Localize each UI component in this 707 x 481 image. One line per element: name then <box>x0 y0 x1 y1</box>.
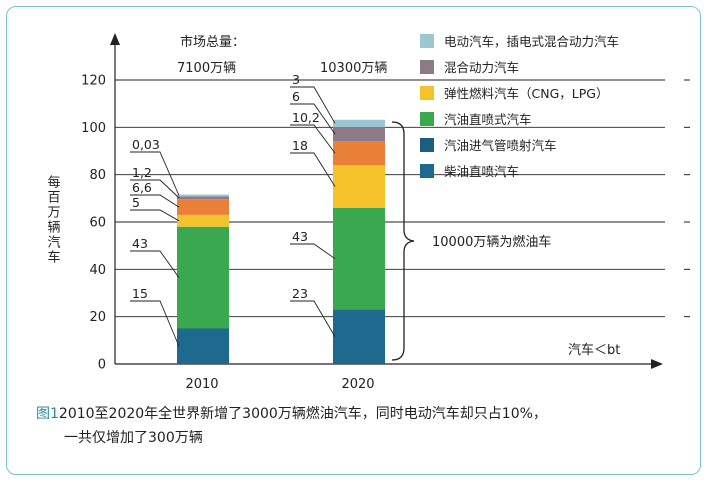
x-axis-arrow <box>651 359 663 369</box>
market-total-2010: 7100万辆 <box>177 61 236 76</box>
data-label-2020-2: 18 <box>292 138 308 153</box>
y-axis-label: 每百万辆汽车 <box>45 174 61 265</box>
figure-caption: 图12010至2020年全世界新增了3000万辆燃油汽车，同时电动汽车却只占10… <box>36 402 676 450</box>
stacked-bar-chart: 0 20 40 60 80 100 120 15 43 56,61,2 0,03 23 43 18 10,… <box>45 33 690 392</box>
leader-line <box>130 179 180 199</box>
caption-line-1: 2010至2020年全世界新增了3000万辆燃油汽车，同时电动汽车却只占10%， <box>58 406 547 422</box>
leader-line <box>130 250 180 278</box>
y-tick-label: 120 <box>81 74 106 89</box>
data-label-2020-5: 3 <box>292 72 300 87</box>
bar-segment-2020-2 <box>333 165 385 208</box>
bar-segment-2010-3 <box>177 199 229 215</box>
y-tick-label: 100 <box>81 121 106 136</box>
category-label-2020: 2020 <box>341 377 374 392</box>
data-label-2010-4: 1,2 <box>132 165 152 180</box>
legend-swatch <box>420 112 434 126</box>
data-label-2010-0: 15 <box>132 286 148 301</box>
bar-segment-2010-1 <box>177 226 229 329</box>
brace-annotation: 10000万辆为燃油车 <box>432 234 551 250</box>
bar-segment-2020-3 <box>333 141 385 166</box>
legend-label: 汽油进气管喷射汽车 <box>444 138 557 153</box>
data-label-2010-3: 6,6 <box>132 180 152 195</box>
data-label-2010-5: 0,03 <box>132 137 160 152</box>
data-label-2020-3: 10,2 <box>292 110 320 125</box>
leader-line <box>290 152 336 187</box>
leader-line <box>130 209 180 222</box>
leader-line <box>130 151 180 196</box>
y-tick-label: 80 <box>89 168 106 183</box>
market-title: 市场总量： <box>180 34 245 50</box>
market-total-2020: 10300万辆 <box>320 61 387 76</box>
bar-segment-2020-4 <box>333 126 385 142</box>
legend-label: 柴油直喷汽车 <box>444 164 519 179</box>
data-label-2020-0: 23 <box>292 286 308 301</box>
bar-segment-2010-5 <box>177 194 229 197</box>
data-label-2020-1: 43 <box>292 229 308 244</box>
figure-label: 图1 <box>36 406 59 422</box>
legend-swatch <box>420 86 434 100</box>
category-label-2010: 2010 <box>185 377 218 392</box>
legend-swatch <box>420 138 434 152</box>
legend-swatch <box>420 164 434 178</box>
leader-line <box>290 124 336 154</box>
leader-line <box>130 194 180 208</box>
legend-label: 汽油直喷式汽车 <box>444 112 532 127</box>
y-tick-label: 0 <box>98 358 106 373</box>
y-tick-label: 40 <box>89 263 106 278</box>
y-axis-arrow <box>110 33 120 45</box>
bar-segment-2020-0 <box>333 309 385 364</box>
bar-segment-2010-2 <box>177 214 229 227</box>
leader-line <box>290 86 336 124</box>
legend-label: 混合动力汽车 <box>444 60 519 75</box>
legend-label: 电动汽车，插电式混合动力汽车 <box>444 34 619 49</box>
bar-segment-2020-5 <box>333 119 385 127</box>
legend-label: 弹性燃料汽车（CNG，LPG） <box>444 86 608 101</box>
y-tick-label: 60 <box>89 216 106 231</box>
bar-segment-2010-4 <box>177 196 229 200</box>
brace-bracket <box>391 121 415 361</box>
caption-line-2: 一共仅增加了300万辆 <box>64 430 203 446</box>
data-label-2020-4: 6 <box>292 89 300 104</box>
legend-swatch <box>420 34 434 48</box>
data-label-2010-2: 5 <box>132 195 140 210</box>
leader-line <box>290 103 336 135</box>
y-tick-label: 20 <box>89 310 106 325</box>
leader-line <box>290 243 336 260</box>
bar-segment-2020-1 <box>333 207 385 310</box>
leader-line <box>290 300 336 338</box>
leader-line <box>130 300 180 347</box>
bar-segment-2010-0 <box>177 328 229 364</box>
x-axis-label: 汽车＜bt <box>568 342 620 358</box>
legend-swatch <box>420 60 434 74</box>
data-label-2010-1: 43 <box>132 236 148 251</box>
